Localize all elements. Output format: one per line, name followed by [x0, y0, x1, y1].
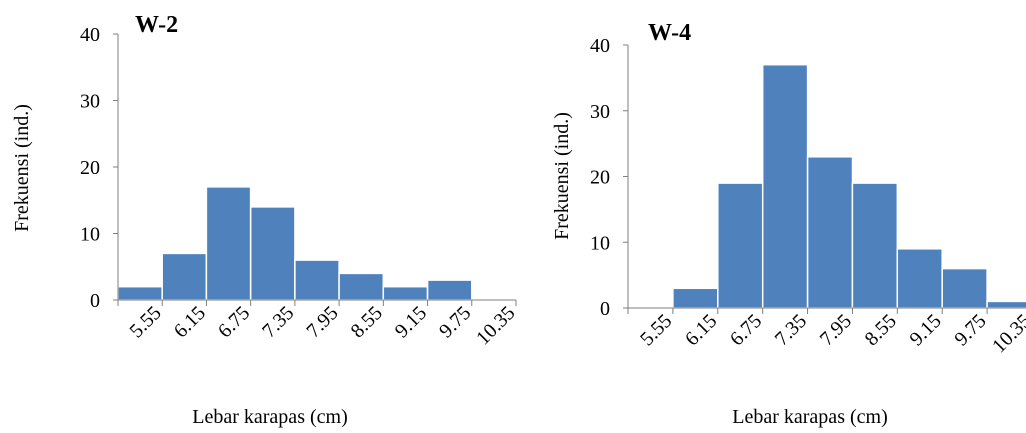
- bar: [426, 279, 473, 301]
- bar: [249, 206, 296, 301]
- y-tick-label: 0: [90, 290, 100, 312]
- x-tick-label: 7.35: [258, 302, 298, 342]
- y-tick-label: 40: [590, 35, 610, 57]
- plot-area-w4: 0 10 20 30 40 5.55 6.15 6.75 7.35 7.95 8.55 9.15 9.7…: [590, 35, 1026, 357]
- y-tick-label: 10: [80, 224, 100, 246]
- y-tick-label: 10: [590, 232, 610, 254]
- x-tick-label: 9.75: [950, 310, 990, 350]
- bar: [161, 252, 208, 301]
- x-tick-label: 10.35: [472, 302, 519, 349]
- bar: [806, 156, 854, 309]
- y-axis-title: Frekuensi (ind.): [11, 104, 33, 232]
- x-tick-label: 8.55: [861, 310, 901, 350]
- bar: [941, 267, 988, 309]
- x-tick-label: 5.55: [636, 310, 676, 350]
- x-axis-title: Lebar karapas (cm): [192, 406, 347, 428]
- x-tick-label: 9.75: [435, 302, 475, 342]
- chart-title: W-2: [135, 12, 178, 38]
- y-tick-label: 20: [80, 157, 100, 179]
- y-tick-label: 40: [80, 24, 100, 46]
- x-tick-label: 6.15: [681, 310, 721, 350]
- y-tick-label: 30: [80, 91, 100, 113]
- y-tick-label: 30: [590, 101, 610, 123]
- y-axis-title: Frekuensi (ind.): [551, 112, 573, 240]
- x-tick-label: 7.95: [302, 302, 342, 342]
- bar: [382, 285, 429, 301]
- y-tick-label: 20: [590, 167, 610, 189]
- x-axis-title: Lebar karapas (cm): [732, 406, 887, 428]
- x-tick-label: 5.55: [125, 302, 165, 342]
- x-tick-label: 9.15: [905, 310, 945, 350]
- plot-area-w2: 0 10 20 30 40 5.55 6.15 6.75 7.35 7.95 8.55 9.15 9.7…: [80, 24, 520, 349]
- bar: [672, 287, 719, 309]
- x-tick-label: 9.15: [391, 302, 431, 342]
- x-tick-label: 6.15: [170, 302, 210, 342]
- bar: [717, 182, 764, 309]
- bar: [338, 272, 385, 301]
- x-tick-label: 6.75: [726, 310, 766, 350]
- bar: [896, 248, 943, 309]
- bar: [851, 182, 899, 309]
- bar: [761, 63, 809, 309]
- chart-w4: W-4 Frekuensi (ind.) Lebar karapas (cm) …: [551, 20, 1026, 428]
- bar: [205, 186, 252, 301]
- x-tick-label: 8.55: [347, 302, 387, 342]
- x-tick-label: 6.75: [214, 302, 254, 342]
- chart-w2: W-2 Frekuensi (ind.) Lebar karapas (cm) …: [11, 12, 520, 428]
- bar: [986, 300, 1026, 309]
- x-tick-label: 7.95: [816, 310, 856, 350]
- x-tick-label: 7.35: [771, 310, 811, 350]
- x-tick-label: 10.35: [988, 310, 1026, 357]
- bar: [117, 285, 163, 301]
- chart-title: W-4: [648, 20, 691, 46]
- y-tick-label: 0: [600, 298, 610, 320]
- bar: [294, 259, 340, 301]
